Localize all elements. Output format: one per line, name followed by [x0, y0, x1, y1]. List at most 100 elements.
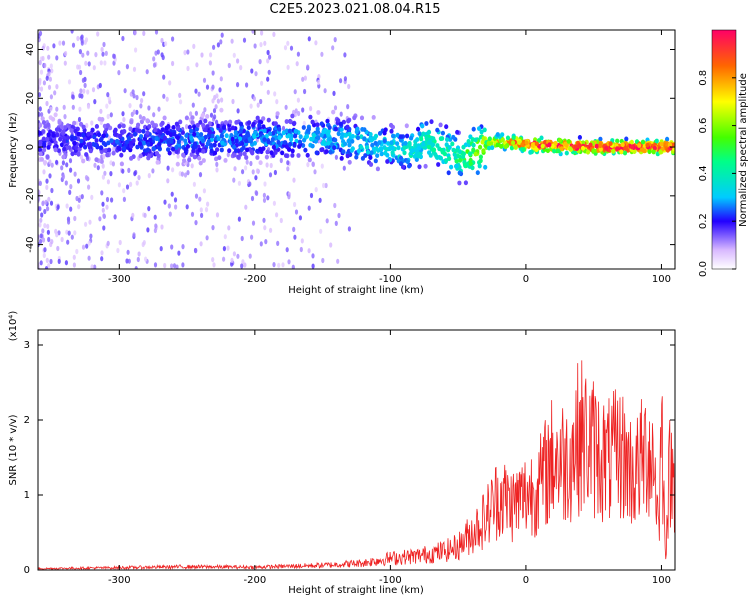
spectrogram-point [121, 35, 125, 42]
spectrogram-point [290, 153, 295, 158]
spectrogram-point [405, 133, 410, 139]
spectrogram-point [298, 134, 303, 140]
spectrogram-point [200, 138, 206, 144]
spectrogram-point [226, 152, 230, 158]
spectrogram-point [72, 254, 76, 260]
spectrogram-point [424, 135, 429, 141]
spectrogram-point [236, 58, 240, 64]
spectrogram-point [356, 148, 361, 154]
spectrogram-point [48, 173, 52, 179]
spectrogram-point [121, 123, 126, 129]
spectrogram-point [542, 140, 548, 145]
spectrogram-point [347, 226, 351, 232]
spectrogram-point [77, 197, 81, 203]
spectrogram-point [183, 172, 188, 178]
spectrogram-point [173, 197, 178, 203]
spectrogram-point [207, 129, 212, 135]
spectrogram-x-tick-label: 100 [652, 274, 671, 285]
spectrogram-point [76, 64, 80, 70]
spectrogram-point [41, 200, 45, 207]
spectrogram-point [194, 88, 198, 94]
spectrogram-point [245, 159, 249, 165]
spectrogram-point [255, 148, 260, 154]
spectrogram-point [318, 197, 322, 203]
spectrogram-point [310, 143, 315, 149]
spectrogram-point [421, 142, 426, 147]
spectrogram-point [44, 266, 49, 269]
spectrogram-point [86, 135, 91, 141]
spectrogram-point [471, 142, 476, 148]
spectrogram-point [174, 149, 179, 155]
spectrogram-point [78, 49, 82, 55]
spectrogram-point [124, 139, 130, 145]
spectrogram-point [209, 148, 214, 154]
spectrogram-point [101, 201, 105, 207]
spectrogram-point [158, 129, 163, 135]
spectrogram-point [300, 238, 304, 244]
spectrogram-point [212, 142, 217, 148]
spectrogram-point [241, 259, 245, 265]
spectrogram-point [145, 130, 150, 136]
spectrogram-point [331, 45, 335, 51]
spectrogram-point [477, 126, 482, 131]
spectrogram-point [284, 119, 289, 124]
spectrogram-point [292, 143, 297, 148]
spectrogram-point [208, 60, 212, 66]
spectrogram-point [316, 135, 321, 141]
spectrogram-point [354, 154, 359, 160]
spectrogram-point [99, 159, 104, 164]
spectrogram-point [123, 88, 127, 94]
spectrogram-point [223, 120, 228, 125]
spectrogram-point [131, 89, 135, 95]
spectrogram-point [233, 130, 238, 135]
spectrogram-point [80, 34, 84, 40]
spectrogram-point [455, 148, 460, 153]
spectrogram-point [181, 152, 186, 158]
spectrogram-point [226, 245, 230, 251]
spectrogram-point [227, 62, 231, 69]
spectrogram-point [457, 154, 462, 160]
spectrogram-point [481, 148, 486, 154]
spectrogram-point [63, 114, 67, 120]
spectrogram-point [513, 145, 518, 150]
spectrogram-point [232, 251, 236, 257]
spectrogram-point [170, 191, 174, 197]
spectrogram-point [159, 246, 163, 252]
spectrogram-point [47, 263, 51, 269]
spectrogram-point [102, 225, 106, 231]
spectrogram-point [160, 37, 164, 44]
spectrogram-point [201, 158, 206, 163]
spectrogram-point [620, 142, 625, 148]
spectrogram-point [85, 243, 89, 249]
spectrogram-point [259, 241, 263, 247]
spectrogram-point [128, 140, 133, 146]
spectrogram-point [147, 105, 151, 111]
spectrogram-point [117, 123, 122, 129]
spectrogram-point [262, 217, 266, 223]
spectrogram-point [219, 76, 223, 82]
spectrogram-point [240, 235, 244, 242]
spectrogram-point [243, 262, 247, 268]
spectrogram-point [659, 141, 664, 147]
spectrogram-point [210, 133, 215, 139]
spectrogram-point [264, 239, 268, 245]
colorbar-strip [711, 29, 737, 270]
spectrogram-point [141, 128, 146, 134]
spectrogram-point [257, 122, 262, 128]
spectrogram-point [336, 118, 341, 123]
spectrogram-point [199, 132, 204, 137]
spectrogram-point [398, 134, 404, 140]
spectrogram-point [665, 136, 670, 142]
spectrogram-point [384, 147, 389, 152]
spectrogram-point [654, 138, 659, 144]
spectrogram-point [371, 146, 376, 152]
spectrogram-point [129, 181, 133, 187]
spectrogram-point [103, 60, 107, 66]
spectrogram-point [296, 51, 300, 57]
spectrogram-point [43, 208, 47, 215]
spectrogram-point [227, 148, 232, 154]
spectrogram-point [155, 160, 160, 165]
spectrogram-point [275, 212, 279, 218]
spectrogram-point [258, 146, 263, 152]
spectrogram-point [292, 177, 296, 183]
